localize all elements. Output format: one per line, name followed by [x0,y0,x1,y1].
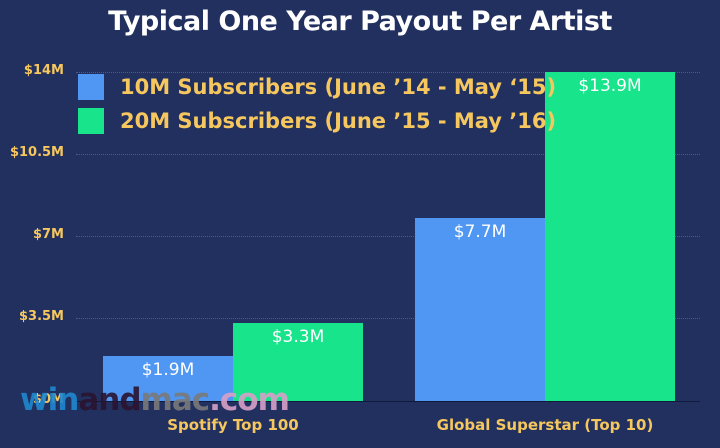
x-category-label: Spotify Top 100 [167,416,299,434]
gridline-10-5 [76,154,700,155]
chart-title: Typical One Year Payout Per Artist [108,6,612,37]
watermark-part: and [78,382,141,418]
gridline-3-5 [76,318,700,319]
legend: 10M Subscribers (June ’14 - May ‘15) 20M… [78,70,556,138]
bar-value-label: $1.9M [141,360,195,380]
watermark-part: win [20,382,79,418]
legend-item-20m: 20M Subscribers (June ’15 - May ’16) [78,104,556,138]
legend-swatch-blue [78,74,104,100]
bar-value-label: $13.9M [578,76,642,96]
x-axis-line [76,401,700,402]
bar-value-label: $3.3M [271,327,325,347]
legend-swatch-green [78,108,104,134]
bar-20m-spotify-top-100: $3.3M [233,323,363,401]
watermark-part: mac [140,382,211,418]
y-tick-label: $7M [32,227,64,242]
y-tick-label: $3.5M [18,309,64,324]
x-category-label: Global Superstar (Top 10) [436,416,654,434]
y-tick-label: $0M [32,392,64,407]
legend-item-10m: 10M Subscribers (June ’14 - May ‘15) [78,70,556,104]
legend-label: 20M Subscribers (June ’15 - May ’16) [120,109,557,133]
y-tick-label: $10.5M [9,145,64,160]
gridline-14 [76,72,700,73]
bar-10m-spotify-top-100: $1.9M [103,356,233,401]
bar-20m-global-superstar: $13.9M [545,72,675,401]
bar-value-label: $7.7M [453,222,507,242]
watermark: winandmac.com [20,382,290,418]
y-tick-label: $14M [23,63,64,78]
gridline-7 [76,236,700,237]
bar-10m-global-superstar: $7.7M [415,218,545,401]
legend-label: 10M Subscribers (June ’14 - May ‘15) [120,75,557,99]
watermark-part: .com [209,382,290,418]
